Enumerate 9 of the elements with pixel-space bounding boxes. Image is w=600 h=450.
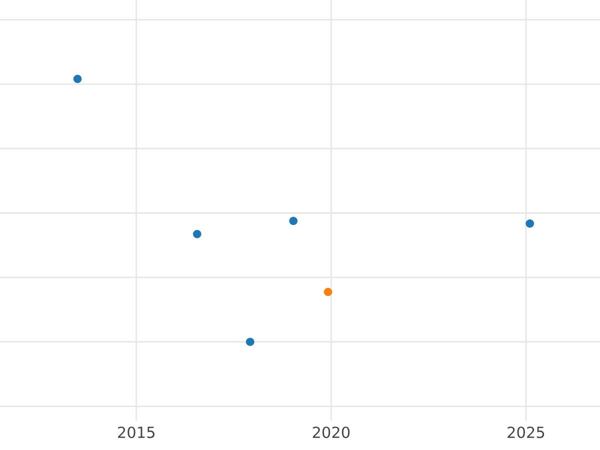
point — [324, 288, 332, 296]
point — [526, 219, 534, 228]
x-tick-label: 2020 — [312, 426, 350, 438]
point — [246, 338, 254, 346]
x-tick-label: 2015 — [118, 426, 154, 438]
point — [192, 230, 202, 238]
point — [289, 216, 298, 226]
point — [73, 74, 82, 84]
x-tick-label: 2025 — [508, 426, 544, 438]
